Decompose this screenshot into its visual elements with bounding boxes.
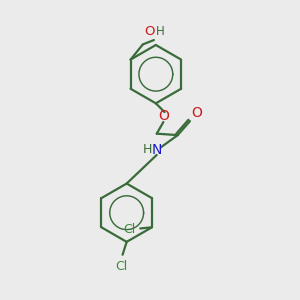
Text: N: N xyxy=(152,143,162,157)
Text: H: H xyxy=(156,25,164,38)
Text: O: O xyxy=(159,109,170,123)
Text: Cl: Cl xyxy=(123,223,135,236)
Text: Cl: Cl xyxy=(115,260,128,273)
Text: O: O xyxy=(191,106,202,120)
Text: H: H xyxy=(143,143,152,156)
Text: O: O xyxy=(144,25,154,38)
